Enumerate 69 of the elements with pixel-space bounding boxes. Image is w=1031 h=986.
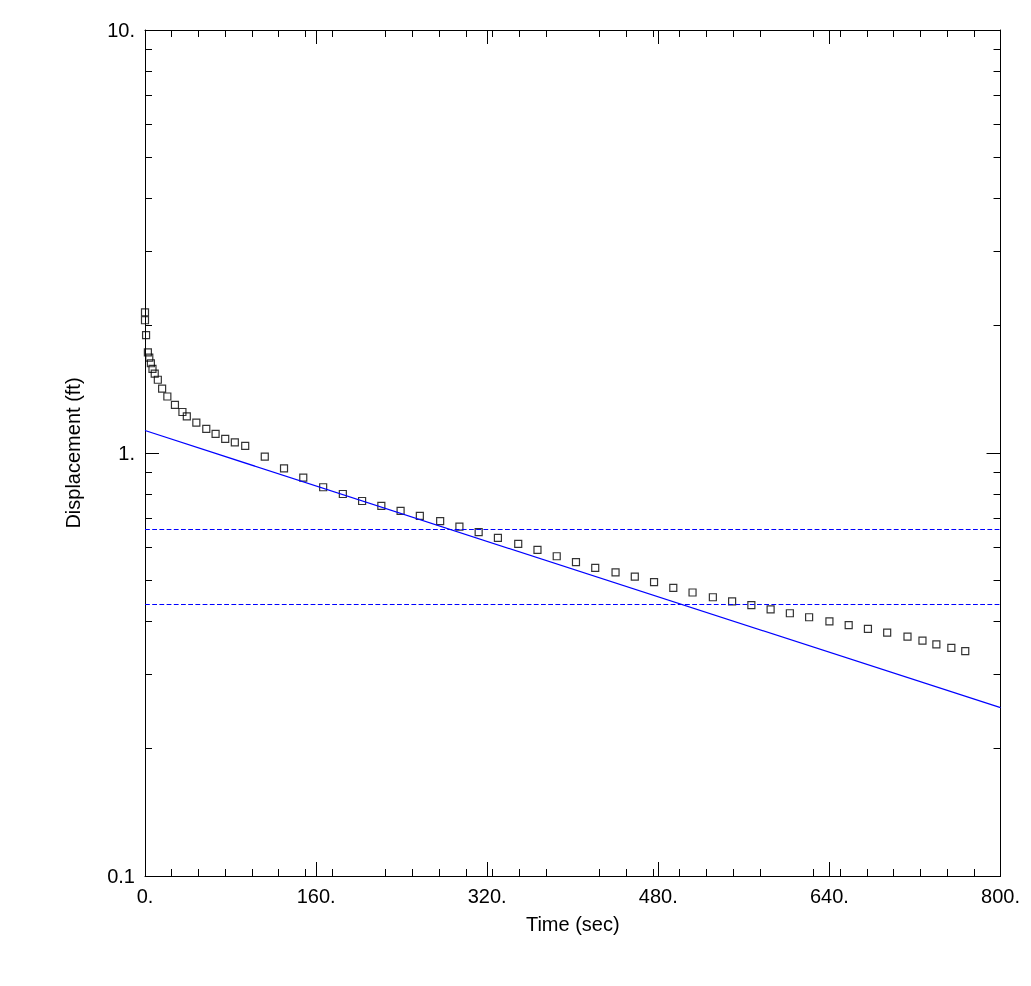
point <box>766 605 775 614</box>
point <box>932 640 941 649</box>
point <box>146 359 155 368</box>
point <box>260 452 269 461</box>
point <box>396 506 405 515</box>
point <box>947 643 956 653</box>
point <box>688 588 697 597</box>
x-tick-label: 0. <box>136 885 154 907</box>
point <box>844 620 853 630</box>
point <box>708 593 717 602</box>
point <box>178 407 187 417</box>
point <box>170 400 180 409</box>
point <box>455 522 464 531</box>
point <box>514 539 523 548</box>
x-axis-title: Time (sec) <box>525 913 620 935</box>
point <box>279 464 289 473</box>
point <box>319 483 328 492</box>
point <box>141 330 151 340</box>
point <box>357 496 367 506</box>
y-axis-title: Displacement (ft) <box>62 377 84 529</box>
point <box>649 578 659 587</box>
point <box>883 628 892 637</box>
point <box>338 489 347 499</box>
point <box>415 511 424 521</box>
x-tick-label: 640. <box>809 885 849 907</box>
point <box>961 647 970 656</box>
point <box>211 429 220 438</box>
point <box>552 552 561 561</box>
point <box>143 348 152 357</box>
point <box>145 353 154 362</box>
point <box>903 632 912 641</box>
point <box>728 597 737 606</box>
point <box>182 412 191 421</box>
point <box>140 316 150 325</box>
point <box>493 533 503 542</box>
point <box>591 563 600 573</box>
point <box>148 364 157 374</box>
point <box>140 308 150 317</box>
point <box>669 583 678 592</box>
x-tick-label: 320. <box>467 885 507 907</box>
point <box>747 600 756 610</box>
point <box>436 517 445 526</box>
y-tick-label: 0.1 <box>107 865 135 887</box>
y-tick-label: 10. <box>107 19 135 41</box>
y-tick-label: 1. <box>118 442 135 464</box>
point <box>611 568 620 577</box>
point <box>805 613 814 622</box>
point <box>221 434 230 443</box>
point <box>630 572 639 581</box>
point <box>158 384 167 393</box>
point <box>241 441 250 450</box>
point <box>299 473 308 482</box>
point <box>192 418 201 427</box>
point <box>377 501 386 510</box>
point <box>571 558 581 567</box>
point <box>163 392 172 401</box>
x-tick-label: 480. <box>638 885 678 907</box>
point <box>918 636 927 645</box>
point <box>150 369 159 378</box>
point <box>230 438 239 447</box>
x-tick-label: 160. <box>296 885 336 907</box>
point <box>153 375 162 384</box>
point <box>474 528 483 537</box>
x-tick-label: 800. <box>981 885 1021 907</box>
point <box>785 609 794 618</box>
point <box>533 545 542 555</box>
point <box>202 424 211 434</box>
point <box>825 617 834 626</box>
point <box>863 624 873 633</box>
